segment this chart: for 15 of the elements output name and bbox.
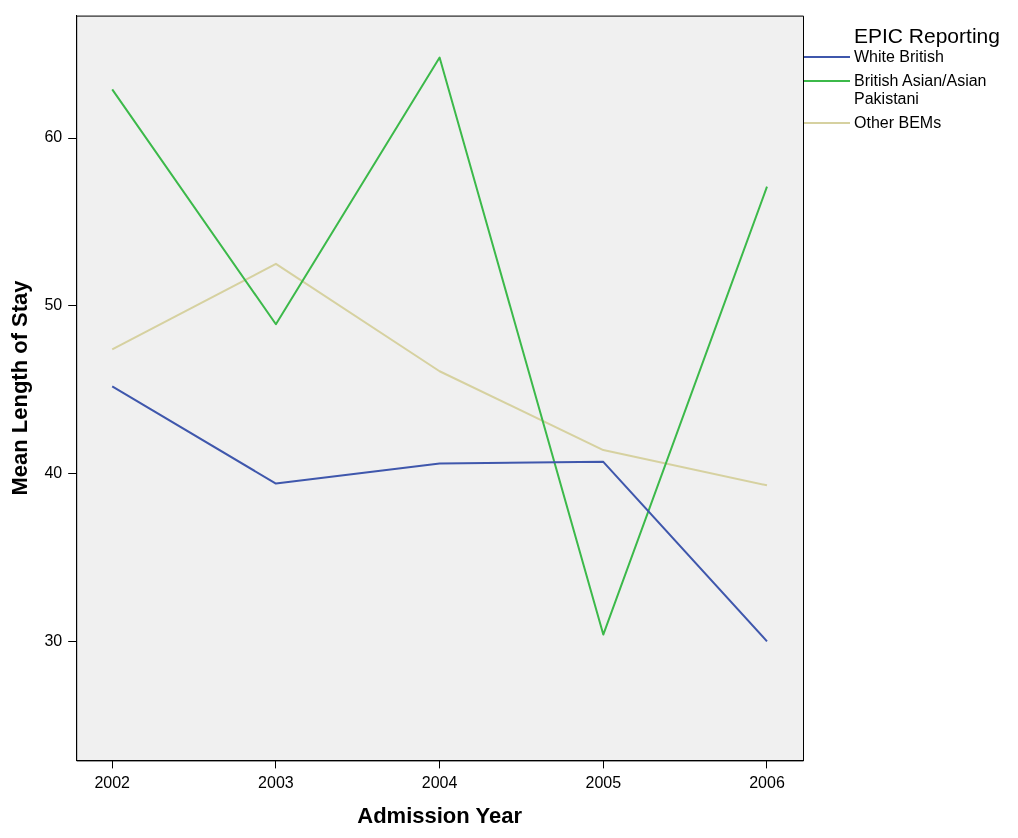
x-tick-label: 2004 (421, 774, 458, 792)
legend-title: EPIC Reporting (854, 24, 1001, 48)
legend-label: Other BEMs (854, 114, 942, 132)
y-axis-title: Mean Length of Stay (7, 279, 33, 496)
x-tick-label: 2006 (749, 774, 785, 792)
legend-label: White British (854, 48, 944, 66)
y-tick-label: 50 (44, 296, 63, 314)
x-tick-label: 2005 (585, 774, 622, 792)
y-tick-label: 30 (44, 631, 63, 649)
x-axis-title: Admission Year (357, 802, 523, 828)
x-tick-label: 2002 (94, 774, 131, 792)
y-tick-label: 60 (44, 128, 63, 146)
legend-label: British Asian/Asian Pakistani (854, 72, 988, 108)
y-tick-label: 40 (44, 463, 63, 481)
x-tick-label: 2003 (258, 774, 294, 792)
